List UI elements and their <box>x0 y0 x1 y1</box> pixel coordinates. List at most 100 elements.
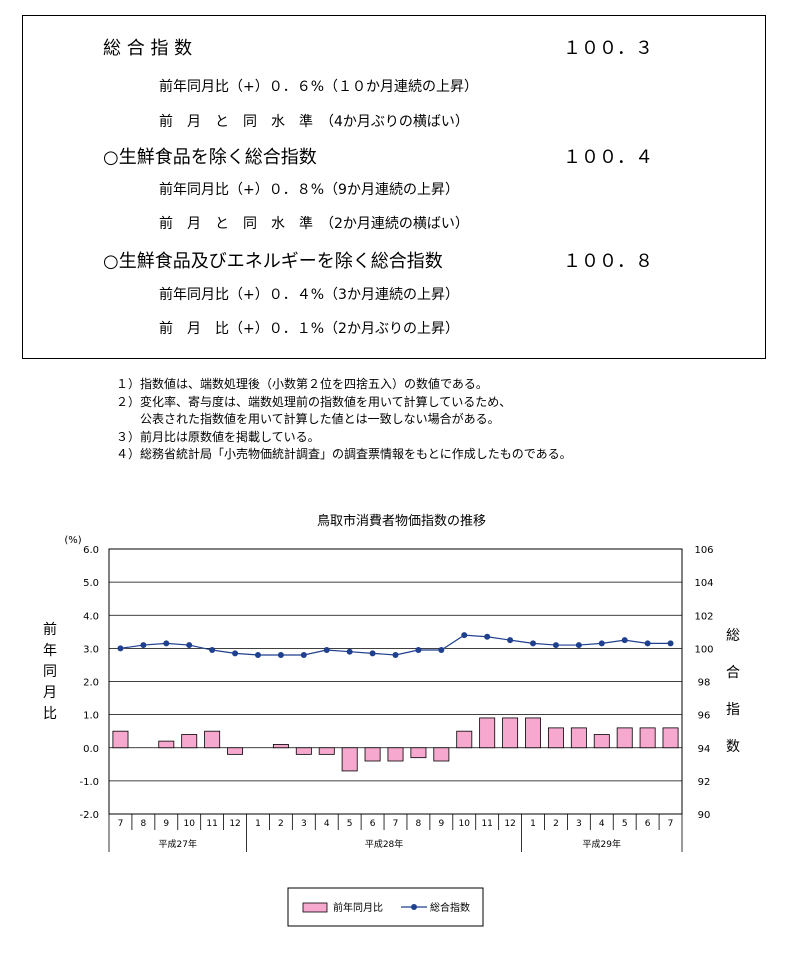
category-label: 9 <box>163 819 169 829</box>
bar <box>662 727 679 749</box>
notes: １）指数値は、端数処理後（小数第２位を四捨五入）の数値である。 ２）変化率、寄与… <box>116 376 572 464</box>
category-label: 7 <box>668 819 674 829</box>
right-tick-label: 104 <box>694 578 713 589</box>
left-tick-label: -1.0 <box>79 777 99 788</box>
bar <box>318 747 335 755</box>
category-label: 6 <box>370 819 376 829</box>
right-tick-label: 90 <box>698 810 711 821</box>
left-tick-label: -2.0 <box>79 810 99 821</box>
category-label: 4 <box>324 819 330 829</box>
category-label: 10 <box>183 819 195 829</box>
category-label: 3 <box>301 819 307 829</box>
chart-title: 鳥取市消費者物価指数の推移 <box>316 514 486 529</box>
category-label: 11 <box>206 819 217 829</box>
category-label: 10 <box>459 819 471 829</box>
right-tick-label: 92 <box>698 777 711 788</box>
right-tick-label: 106 <box>694 545 713 556</box>
left-tick-label: 2.0 <box>83 678 99 689</box>
category-label: 7 <box>118 819 124 829</box>
bar <box>181 734 198 749</box>
category-label: 3 <box>576 819 582 829</box>
note-1: １）指数値は、端数処理後（小数第２位を四捨五入）の数値である。 <box>116 377 488 391</box>
category-label: 5 <box>347 819 353 829</box>
index-point <box>530 640 537 647</box>
index-point <box>598 640 605 647</box>
right-tick-label: 98 <box>698 678 711 689</box>
right-axis-label-char: 指 <box>726 702 740 718</box>
row3-label: ○生鮮食品及びエネルギーを除く総合指数 <box>103 251 443 272</box>
index-point <box>186 642 193 649</box>
bar <box>295 747 312 755</box>
left-tick-label: 4.0 <box>83 611 99 622</box>
category-label: 8 <box>416 819 422 829</box>
bar <box>456 730 473 749</box>
category-label: 8 <box>141 819 147 829</box>
index-point <box>277 652 284 658</box>
left-axis-label-char: 月 <box>43 685 57 701</box>
index-point <box>254 652 261 658</box>
bar <box>502 717 519 749</box>
row1-sub1: 前年同月比（+）０．６%（１０か月連続の上昇） <box>159 79 479 95</box>
right-axis-label-char: 総 <box>726 628 740 644</box>
legend-line-label: 総合指数 <box>430 901 470 914</box>
note-3: 公表された指数値を用いて計算した値とは一致しない場合がある。 <box>116 412 500 426</box>
index-point <box>438 647 445 654</box>
index-point <box>392 652 399 658</box>
index-point <box>323 647 330 654</box>
row2-sub2: 前 月 と 同 水 準 （2か月連続の横ばい） <box>159 216 469 232</box>
right-axis-label-char: 合 <box>726 665 740 681</box>
bar <box>547 727 564 749</box>
index-point <box>461 632 468 639</box>
bar <box>387 747 404 762</box>
left-axis-unit: (%) <box>64 535 81 546</box>
category-label: 5 <box>622 819 628 829</box>
category-label: 11 <box>481 819 492 829</box>
year-label: 平成28年 <box>365 838 403 850</box>
right-tick-label: 94 <box>698 744 711 755</box>
bar <box>433 747 450 762</box>
row1-label: 総 合 指 数 <box>103 38 193 59</box>
index-point <box>484 633 491 640</box>
index-point <box>507 637 514 644</box>
row3-value: １００．８ <box>563 251 653 272</box>
bar <box>341 747 358 772</box>
bar <box>479 717 496 749</box>
legend-line-marker <box>411 904 417 910</box>
legend-bar-swatch <box>302 902 328 913</box>
bar <box>570 727 587 749</box>
left-axis-label-char: 前 <box>43 621 57 638</box>
left-tick-label: 1.0 <box>83 711 99 722</box>
index-point <box>667 640 674 647</box>
index-point <box>644 640 651 647</box>
bar <box>525 717 541 749</box>
bar <box>158 740 175 749</box>
row2-value: １００．４ <box>563 147 653 168</box>
bar <box>410 747 427 759</box>
category-label: 2 <box>278 819 284 829</box>
bar <box>204 730 221 749</box>
bar <box>593 734 610 749</box>
note-4: ３）前月比は原数値を掲載している。 <box>116 429 320 444</box>
right-tick-label: 102 <box>694 611 713 622</box>
left-axis-label-char: 同 <box>43 664 57 680</box>
row1-sub2: 前 月 と 同 水 準 （4か月ぶりの横ばい） <box>159 114 469 130</box>
left-tick-label: 0.0 <box>83 744 99 755</box>
right-axis-label-char: 数 <box>726 739 740 755</box>
note-5: ４）総務省統計局「小売物価統計調査」の調査票情報をもとに作成したものである。 <box>116 447 572 461</box>
left-axis-label-char: 比 <box>43 706 57 722</box>
index-point <box>415 647 422 654</box>
category-label: 1 <box>255 819 261 829</box>
legend-bar-label: 前年同月比 <box>333 901 383 914</box>
category-label: 12 <box>504 819 515 829</box>
cpi-chart: 6.05.04.03.02.01.00.0-1.0-2.010610410210… <box>43 535 740 927</box>
category-label: 6 <box>645 819 651 829</box>
bar <box>639 727 656 749</box>
index-point <box>232 650 239 657</box>
left-axis-label-char: 年 <box>43 643 57 659</box>
summary-box: 総 合 指 数 １００．３ 前年同月比（+）０．６%（１０か月連続の上昇） 前 … <box>22 15 766 359</box>
index-point <box>300 652 307 658</box>
left-tick-label: 6.0 <box>83 545 99 556</box>
row2-sub1: 前年同月比（+）０．８%（9か月連続の上昇） <box>159 182 459 198</box>
row1-value: １００．３ <box>563 38 653 59</box>
bar <box>112 730 129 749</box>
